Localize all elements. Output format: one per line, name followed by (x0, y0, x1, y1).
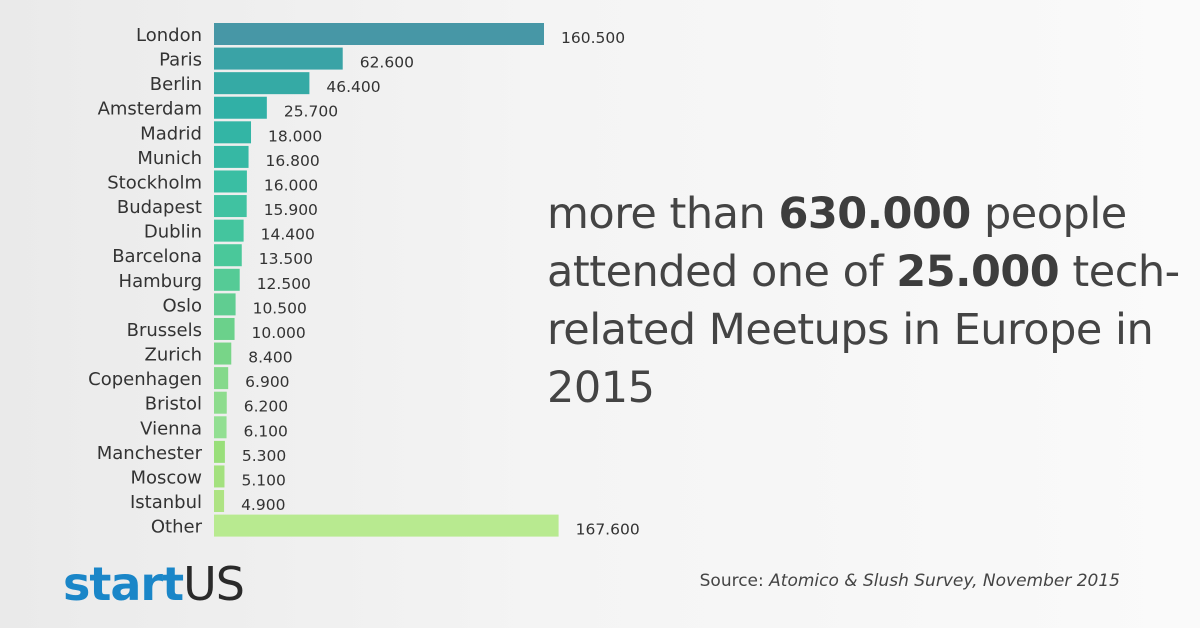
value-label-other: 167.600 (576, 521, 640, 539)
bar-oslo (214, 293, 236, 316)
value-label-munich: 16.800 (266, 152, 320, 170)
value-label-stockholm: 16.000 (264, 176, 318, 194)
value-label-copenhagen: 6.900 (245, 373, 289, 391)
value-label-brussels: 10.000 (252, 324, 306, 342)
category-label-other: Other (151, 517, 203, 538)
bar-brussels (214, 317, 235, 340)
source-text: Atomico & Slush Survey, November 2015 (769, 571, 1120, 591)
bar-paris (214, 47, 343, 70)
category-label-zurich: Zurich (145, 345, 202, 366)
bar-hamburg (214, 268, 240, 291)
category-label-manchester: Manchester (97, 443, 203, 464)
category-label-amsterdam: Amsterdam (98, 99, 202, 120)
value-label-london: 160.500 (561, 29, 625, 47)
category-label-copenhagen: Copenhagen (88, 369, 202, 390)
value-label-oslo: 10.500 (253, 299, 307, 317)
bar-bristol (214, 391, 227, 414)
value-label-vienna: 6.100 (244, 422, 288, 440)
headline-part-2: people attended one of (547, 189, 1127, 297)
value-label-amsterdam: 25.700 (284, 103, 338, 121)
category-label-hamburg: Hamburg (119, 271, 202, 292)
value-label-berlin: 46.400 (326, 78, 380, 96)
bar-barcelona (214, 244, 242, 267)
value-label-bristol: 6.200 (244, 398, 288, 416)
headline-part-3: tech-related Meetups in Europe in 2015 (547, 247, 1180, 413)
bar-munich (214, 145, 249, 168)
category-label-barcelona: Barcelona (112, 246, 202, 267)
value-label-manchester: 5.300 (242, 447, 286, 465)
startus-logo: startUS (63, 556, 245, 612)
bar-madrid (214, 121, 252, 144)
value-label-budapest: 15.900 (264, 201, 318, 219)
value-label-moscow: 5.100 (241, 471, 285, 489)
category-label-brussels: Brussels (127, 320, 202, 341)
bar-chart: London 160.500 Paris 62.600 Berlin 46.400 Amst… (88, 23, 640, 539)
category-label-istanbul: Istanbul (130, 492, 202, 513)
bar-london (214, 23, 544, 45)
bar-copenhagen (214, 367, 229, 390)
headline-meetups-number: 25.000 (896, 247, 1060, 297)
category-label-paris: Paris (159, 50, 202, 71)
headline-attendees-number: 630.000 (778, 189, 971, 239)
bar-stockholm (214, 170, 247, 193)
bar-manchester (214, 440, 225, 463)
bar-moscow (214, 465, 225, 488)
category-label-berlin: Berlin (150, 74, 202, 95)
bar-istanbul (214, 490, 225, 513)
category-label-budapest: Budapest (117, 197, 202, 218)
value-label-hamburg: 12.500 (257, 275, 311, 293)
source-note: Source: Atomico & Slush Survey, November… (700, 571, 1120, 591)
category-label-oslo: Oslo (162, 295, 202, 316)
value-label-istanbul: 4.900 (241, 496, 285, 514)
value-label-madrid: 18.000 (268, 127, 322, 145)
bar-dublin (214, 219, 244, 242)
value-label-dublin: 14.400 (261, 226, 315, 244)
category-label-stockholm: Stockholm (107, 172, 202, 193)
category-label-london: London (136, 25, 202, 46)
value-label-zurich: 8.400 (248, 349, 292, 367)
category-label-bristol: Bristol (145, 394, 202, 415)
category-label-vienna: Vienna (140, 418, 202, 439)
category-label-munich: Munich (137, 148, 202, 169)
category-label-moscow: Moscow (130, 467, 202, 488)
category-label-dublin: Dublin (144, 222, 202, 243)
category-label-madrid: Madrid (140, 123, 202, 144)
source-prefix: Source: (699, 571, 764, 591)
value-label-paris: 62.600 (360, 54, 414, 72)
logo-start: start (63, 557, 184, 611)
bar-vienna (214, 416, 227, 439)
bar-budapest (214, 195, 247, 218)
value-label-barcelona: 13.500 (259, 250, 313, 268)
headline-part-1: more than (547, 189, 779, 239)
bar-amsterdam (214, 96, 267, 119)
headline: more than 630.000 people attended one of… (547, 185, 1187, 417)
bar-berlin (214, 72, 310, 95)
bar-other (214, 514, 559, 537)
logo-us: US (183, 557, 245, 611)
bar-zurich (214, 342, 232, 365)
